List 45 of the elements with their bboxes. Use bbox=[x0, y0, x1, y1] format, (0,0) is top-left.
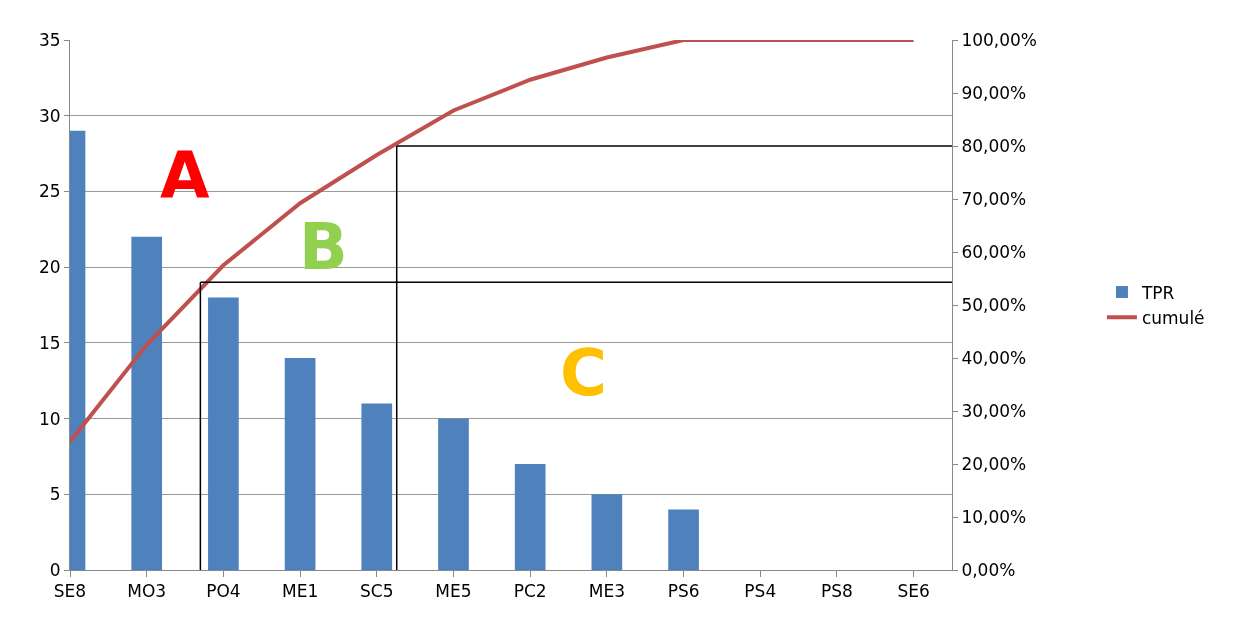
y-tick-label: 15 bbox=[38, 332, 61, 353]
y2-tick-label: 50,00% bbox=[961, 294, 1027, 315]
annotation: B bbox=[299, 210, 348, 284]
x-tick-label: PO4 bbox=[206, 581, 241, 602]
bar bbox=[591, 494, 623, 570]
y-tick-label: 0 bbox=[49, 559, 61, 580]
x-tick-label: ME1 bbox=[281, 581, 319, 602]
x-tick-label: SC5 bbox=[360, 581, 394, 602]
y-tick-label: 10 bbox=[38, 408, 61, 429]
y2-tick-label: 70,00% bbox=[961, 188, 1027, 209]
x-tick-label: PS4 bbox=[744, 581, 777, 602]
legend-label: TPR bbox=[1140, 282, 1175, 303]
y-tick-label: 25 bbox=[38, 181, 61, 202]
line-series bbox=[70, 40, 916, 444]
bar bbox=[361, 403, 393, 570]
y-tick-label: 35 bbox=[38, 29, 61, 50]
x-tick-label: PS6 bbox=[667, 581, 700, 602]
y2-tick-label: 100,00% bbox=[961, 29, 1038, 50]
y2-tick-label: 90,00% bbox=[961, 82, 1027, 103]
x-tick-label: MO3 bbox=[127, 581, 167, 602]
bar bbox=[514, 464, 546, 570]
bar bbox=[208, 297, 239, 570]
y2-tick-label: 0,00% bbox=[961, 559, 1016, 580]
y2-tick-label: 30,00% bbox=[961, 400, 1027, 421]
x-tick-label: PC2 bbox=[513, 581, 547, 602]
y2-tick-label: 40,00% bbox=[961, 347, 1027, 368]
bar bbox=[438, 418, 469, 570]
x-tick-label: PS8 bbox=[821, 581, 853, 602]
x-tick-label: SE6 bbox=[897, 581, 930, 602]
annotation: C bbox=[560, 336, 607, 410]
legend-label: cumulé bbox=[1141, 307, 1205, 328]
x-tick-label: ME3 bbox=[588, 581, 625, 602]
bar bbox=[668, 509, 699, 570]
y-tick-label: 5 bbox=[49, 484, 61, 505]
x-tick-label: SE8 bbox=[53, 581, 87, 602]
bar bbox=[131, 236, 163, 570]
x-tick-label: ME5 bbox=[435, 581, 472, 602]
y-tick-label: 20 bbox=[38, 257, 61, 278]
annotation: A bbox=[160, 139, 210, 213]
y2-tick-label: 60,00% bbox=[961, 241, 1027, 262]
y-tick-label: 30 bbox=[38, 105, 61, 126]
bar bbox=[284, 358, 316, 570]
y2-tick-label: 80,00% bbox=[961, 135, 1027, 156]
y2-tick-label: 10,00% bbox=[961, 506, 1027, 527]
y2-tick-label: 20,00% bbox=[961, 453, 1027, 474]
